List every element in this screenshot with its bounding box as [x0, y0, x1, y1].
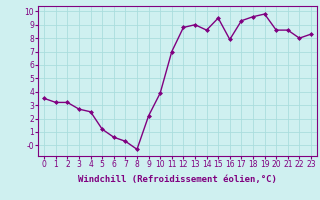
X-axis label: Windchill (Refroidissement éolien,°C): Windchill (Refroidissement éolien,°C) — [78, 175, 277, 184]
